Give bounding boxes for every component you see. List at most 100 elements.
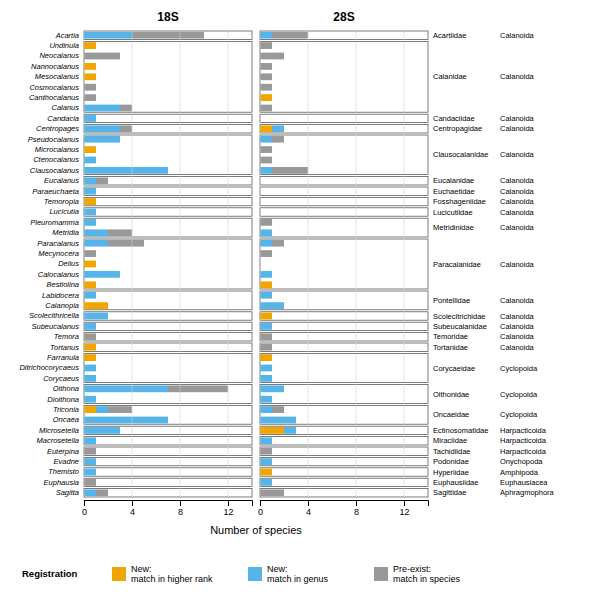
order-label: Harpacticoida — [500, 426, 547, 435]
group-box — [260, 468, 428, 476]
tick: Calocalanus — [38, 270, 83, 279]
bar — [272, 437, 273, 444]
bar — [96, 323, 97, 330]
tick: Themisto — [48, 467, 83, 476]
order-label: Calanoida — [500, 31, 535, 40]
tick-label: 0 — [82, 507, 87, 517]
order-label: Calanoida — [500, 72, 535, 81]
bar — [260, 53, 284, 60]
group-box — [84, 333, 252, 341]
bar — [260, 94, 272, 101]
tick-label: Pseudocalanus — [28, 135, 80, 144]
bar — [260, 250, 272, 257]
tick: Delius — [58, 259, 83, 268]
bar — [84, 32, 132, 39]
bar — [284, 302, 285, 309]
bar — [84, 94, 96, 101]
group-box — [84, 125, 252, 133]
bar — [260, 417, 296, 424]
bar — [96, 489, 108, 496]
family-label: Oithonidae — [433, 390, 469, 399]
bar — [96, 42, 97, 49]
grid — [260, 30, 404, 498]
group-box — [260, 218, 428, 237]
order-label: Euphausiacea — [500, 478, 548, 487]
group-box — [260, 291, 428, 310]
bar — [84, 396, 96, 403]
family-label: Oncaeidae — [433, 410, 469, 419]
family-label: Euchaetidae — [433, 187, 475, 196]
tick: 0 — [82, 500, 87, 517]
bar — [260, 219, 272, 226]
tick-label: Mesocalanus — [35, 72, 79, 81]
tick-label: Neocalanus — [39, 51, 79, 60]
bar — [120, 105, 132, 112]
group-box — [84, 489, 252, 497]
bar — [84, 105, 120, 112]
order-label: Calanoida — [500, 208, 535, 217]
tick: Microsetella — [39, 426, 83, 435]
bar — [84, 219, 96, 226]
bar — [84, 469, 96, 476]
family-label: Scolecitrichidae — [433, 312, 486, 321]
tick: Neocalanus — [39, 51, 83, 60]
tick-label: 8 — [354, 507, 359, 517]
order-label: Aphragmophora — [500, 488, 555, 497]
tick-mark — [404, 500, 405, 506]
bar — [168, 167, 169, 174]
family-label: Subeucalanidae — [433, 322, 487, 331]
bars — [84, 32, 228, 496]
order-label: Onychopoda — [500, 457, 543, 466]
bar — [272, 354, 273, 361]
bar — [96, 365, 97, 372]
tick: Evadne — [54, 457, 83, 466]
x-axis: 04812 — [258, 500, 429, 517]
bar — [260, 42, 272, 49]
bar — [272, 354, 273, 361]
bar — [272, 94, 273, 101]
group-box — [260, 353, 428, 382]
bar — [84, 313, 108, 320]
tick-label: Canthocalanus — [29, 93, 79, 102]
tick: Labidocera — [42, 291, 83, 300]
bar — [272, 469, 273, 476]
bars — [260, 32, 308, 496]
group-box — [260, 333, 428, 341]
bar — [84, 42, 96, 49]
group-box — [260, 489, 428, 497]
tick-label: Clausocalanus — [30, 166, 79, 175]
tick: Triconia — [53, 405, 83, 414]
group-box — [84, 114, 252, 122]
tick: Ditrichocorycaeus — [19, 363, 83, 372]
legend-title: Registration — [22, 568, 78, 579]
tick-label: Ctenocalanus — [33, 155, 79, 164]
tick: Sagitta — [56, 488, 83, 497]
group-box — [84, 426, 252, 434]
bar — [272, 323, 273, 330]
order-label: Calanoida — [500, 150, 535, 159]
bar — [96, 375, 97, 382]
group-box — [260, 135, 428, 175]
bar — [96, 261, 97, 268]
bar — [84, 146, 96, 153]
group-box — [260, 239, 428, 289]
y-axis: AcartiaUndinulaNeocalanusNannocalanusMes… — [19, 31, 83, 498]
legend-label-line: Pre-exist: — [393, 564, 431, 574]
tick: Paracalanus — [37, 239, 83, 248]
bar — [260, 63, 272, 70]
bar — [96, 177, 108, 184]
bar — [96, 42, 97, 49]
bar — [272, 313, 273, 320]
bar — [260, 333, 272, 340]
family-label: Candaciidae — [433, 114, 475, 123]
bar — [84, 344, 96, 351]
grid-line — [356, 30, 357, 498]
bar — [84, 167, 168, 174]
tick: Subeucalanus — [31, 322, 83, 331]
tick-label: Pleuromamma — [30, 218, 79, 227]
tick: Bestiolina — [46, 280, 83, 289]
tick: 4 — [306, 500, 311, 517]
group-box — [84, 177, 252, 185]
tick: Pseudocalanus — [28, 135, 83, 144]
order-label: Calanoida — [500, 223, 535, 232]
